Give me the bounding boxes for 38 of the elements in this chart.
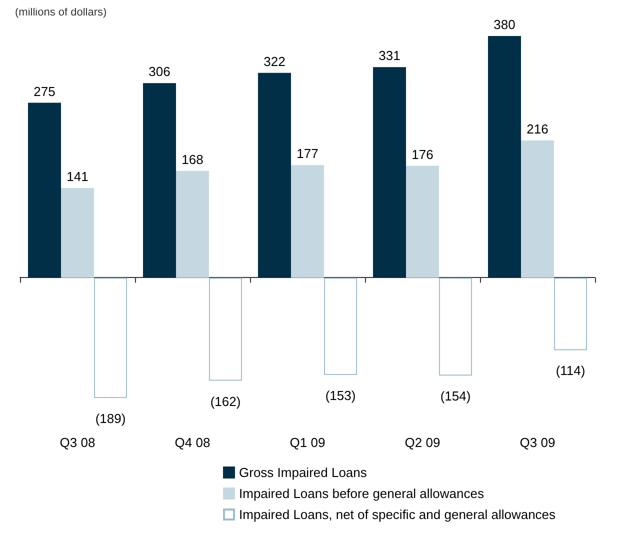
bar bbox=[554, 278, 587, 350]
data-label: 216 bbox=[526, 121, 548, 136]
x-tick-label: Q2 09 bbox=[404, 435, 440, 450]
bar bbox=[373, 67, 406, 278]
data-label: 322 bbox=[264, 54, 286, 69]
data-label: (162) bbox=[210, 394, 241, 409]
data-label: 306 bbox=[148, 64, 170, 80]
data-label: (153) bbox=[325, 388, 356, 404]
bar bbox=[176, 170, 209, 278]
bar bbox=[488, 36, 521, 278]
bar bbox=[209, 278, 242, 381]
data-label: 176 bbox=[412, 146, 434, 162]
bar bbox=[143, 83, 176, 278]
bar bbox=[291, 165, 324, 278]
data-label: (189) bbox=[95, 410, 126, 426]
data-label: (114) bbox=[556, 363, 586, 378]
x-tick-label: Q3 09 bbox=[520, 435, 556, 450]
data-label: 177 bbox=[296, 146, 318, 162]
legend-label: Impaired Loans before general allowances bbox=[239, 486, 484, 501]
bar bbox=[94, 278, 127, 398]
data-label: 331 bbox=[378, 48, 400, 64]
data-label: 168 bbox=[182, 152, 204, 167]
bar bbox=[406, 166, 439, 278]
bar bbox=[28, 102, 61, 278]
data-label: 141 bbox=[66, 169, 88, 184]
legend-label: Impaired Loans, net of specific and general allowances bbox=[239, 507, 556, 522]
data-label: 275 bbox=[34, 84, 56, 99]
data-label: (154) bbox=[440, 388, 471, 404]
bar bbox=[324, 278, 357, 376]
x-tick-label: Q4 08 bbox=[174, 435, 210, 450]
bar bbox=[61, 188, 94, 278]
x-tick-label: Q3 08 bbox=[60, 435, 96, 450]
legend-label: Gross Impaired Loans bbox=[239, 465, 368, 480]
bar bbox=[521, 140, 554, 278]
x-tick-label: Q1 09 bbox=[290, 435, 326, 450]
bar bbox=[258, 72, 291, 278]
data-label: 380 bbox=[494, 17, 516, 32]
bar bbox=[439, 278, 472, 376]
